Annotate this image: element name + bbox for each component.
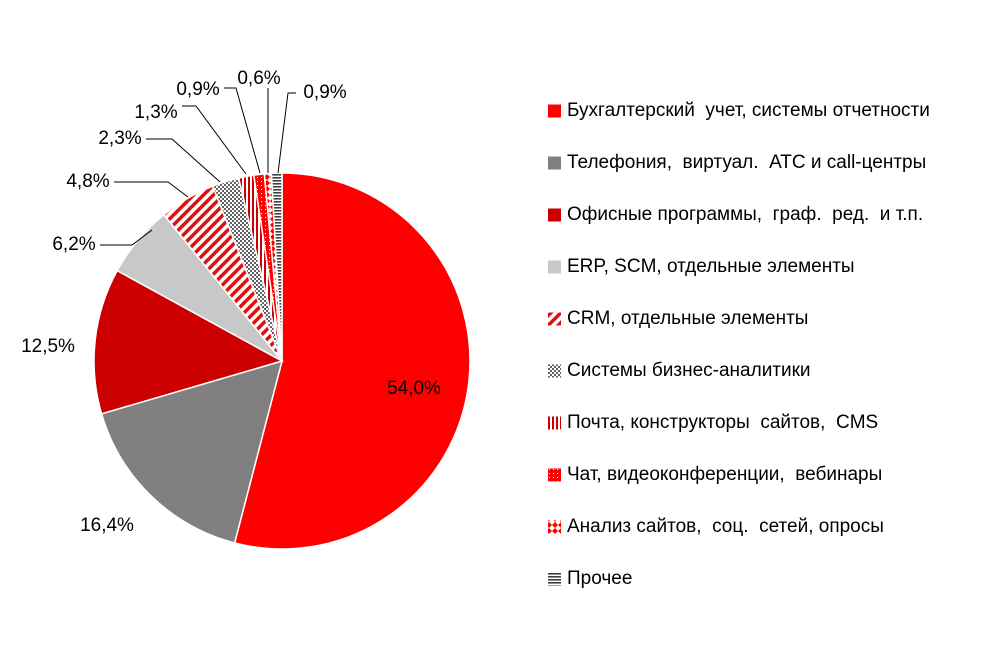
data-label: 2,3%	[98, 128, 141, 149]
legend-label: CRM, отдельные элементы	[567, 308, 808, 329]
legend-swatch	[548, 468, 561, 482]
leader-line	[100, 229, 153, 246]
legend-swatch	[548, 260, 561, 274]
pie-slice	[233, 172, 471, 550]
leader-lines	[100, 87, 296, 246]
data-label: 54,0%	[387, 378, 441, 399]
data-labels: 54,0%16,4%12,5%6,2%4,8%2,3%1,3%0,9%0,6%0…	[21, 68, 441, 536]
leader-line	[114, 181, 189, 198]
legend-swatch	[548, 520, 561, 534]
leader-line	[146, 138, 221, 183]
leader-line	[224, 87, 261, 174]
legend-label: Чат, видеоконференции, вебинары	[567, 464, 882, 485]
pie-slices	[93, 172, 471, 550]
legend-label: Телефония, виртуал. АТС и call-центры	[567, 152, 926, 173]
legend-label: Системы бизнес-аналитики	[567, 360, 811, 381]
data-label: 0,6%	[237, 68, 280, 89]
data-label: 16,4%	[80, 515, 134, 536]
legend-label: Прочее	[567, 568, 632, 589]
data-label: 6,2%	[52, 234, 95, 255]
leader-line	[182, 105, 247, 175]
legend-label: Бухгалтерский учет, системы отчетности	[567, 100, 930, 121]
pie-slice	[100, 359, 284, 544]
legend: Бухгалтерский учет, системы отчетности Те…	[548, 100, 930, 589]
legend-swatch	[548, 572, 561, 586]
leader-line	[277, 92, 296, 174]
legend-swatch	[548, 208, 561, 222]
legend-swatch	[548, 416, 561, 430]
data-label: 4,8%	[66, 171, 109, 192]
data-label: 1,3%	[134, 102, 177, 123]
legend-label: Анализ сайтов, соц. сетей, опросы	[567, 516, 884, 537]
pie-slice	[270, 172, 283, 362]
legend-swatch	[548, 156, 561, 170]
legend-swatch	[548, 312, 561, 326]
legend-label: ERP, SCM, отдельные элементы	[567, 256, 855, 277]
legend-label: Офисные программы, граф. ред. и т.п.	[567, 204, 923, 225]
legend-swatch	[548, 364, 561, 378]
data-label: 0,9%	[303, 82, 346, 103]
legend-label: Почта, конструкторы сайтов, CMS	[567, 412, 878, 433]
data-label: 12,5%	[21, 336, 75, 357]
pie-slice	[93, 269, 284, 415]
legend-swatch	[548, 104, 561, 118]
data-label: 0,9%	[176, 79, 219, 100]
